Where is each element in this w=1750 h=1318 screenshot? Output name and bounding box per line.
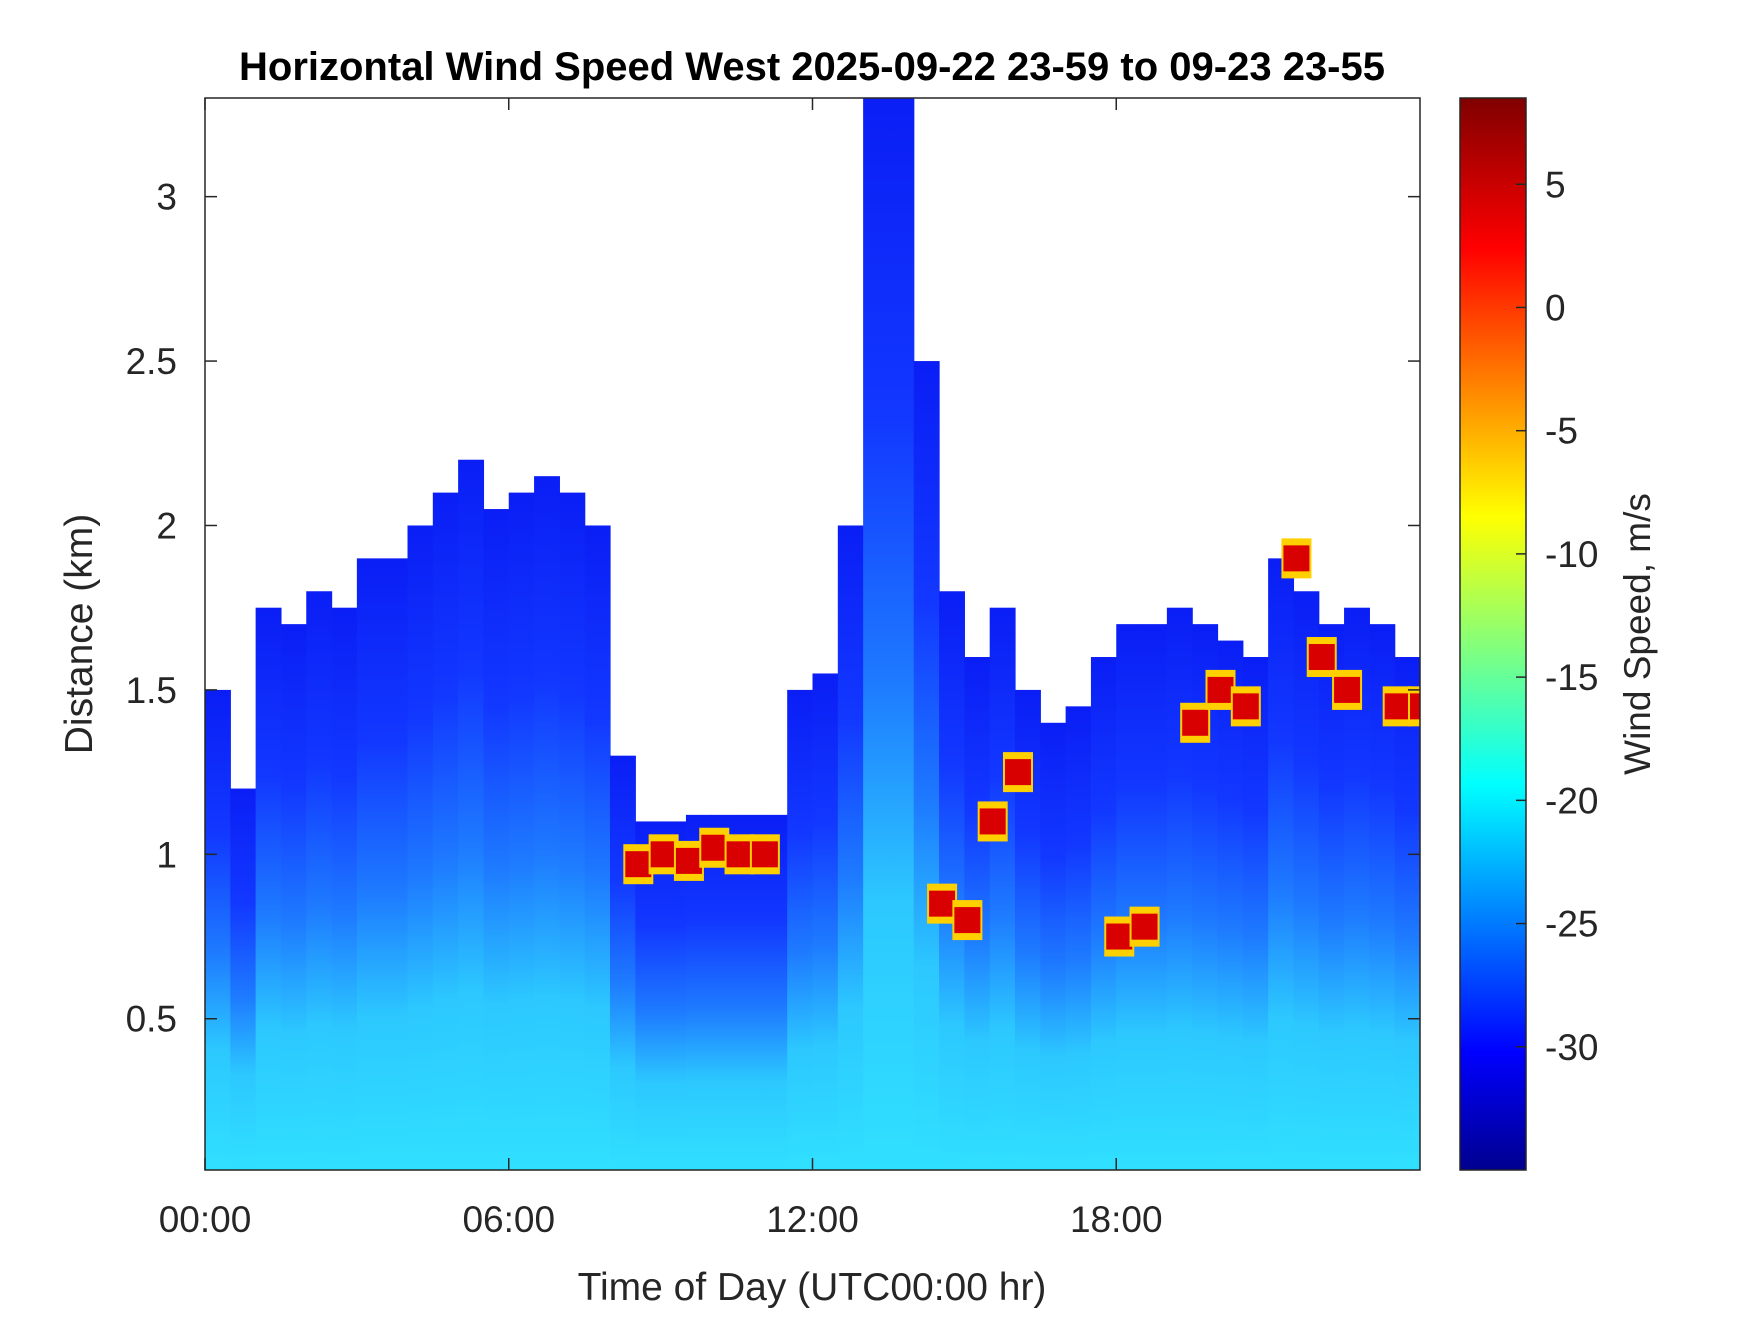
y-tick-label: 3 xyxy=(156,177,177,218)
heatmap-column xyxy=(888,98,915,1170)
jet-core xyxy=(1207,676,1234,703)
x-axis-label: Time of Day (UTC00:00 hr) xyxy=(578,1266,1047,1309)
plot-area: 00:00 06:00 12:00 18:00 0.5 1 1.5 2 2.5 3 xyxy=(126,97,1421,1240)
colorbar-tick-label: -5 xyxy=(1545,411,1578,452)
jet-core xyxy=(1410,693,1420,720)
heatmap-column xyxy=(610,755,636,1170)
x-tick-label: 00:00 xyxy=(159,1199,252,1240)
jet-core xyxy=(650,841,677,868)
jet-core xyxy=(1334,676,1361,703)
jet-core xyxy=(954,907,981,934)
heatmap-column xyxy=(1090,657,1117,1170)
heatmap-column xyxy=(1217,640,1244,1170)
colorbar-tick-label: -25 xyxy=(1545,904,1598,945)
jet-core xyxy=(1182,709,1209,736)
heatmap-column xyxy=(458,459,485,1170)
heatmap-column xyxy=(534,476,560,1170)
y-tick-label: 1 xyxy=(156,834,177,875)
y-tick-label: 1.5 xyxy=(126,670,177,711)
heatmap-column xyxy=(432,492,459,1170)
colorbar-tick-label: -10 xyxy=(1545,534,1598,575)
heatmap-column xyxy=(255,607,282,1170)
colorbar-tick-label: -15 xyxy=(1545,657,1598,698)
heatmap-column xyxy=(1116,624,1143,1170)
heatmap-column xyxy=(306,591,333,1170)
y-tick-label: 0.5 xyxy=(126,999,177,1040)
jet-core xyxy=(979,808,1006,835)
heatmap-column xyxy=(1293,591,1320,1170)
low-level-jet-overlay xyxy=(623,538,1420,957)
colorbar-label: Wind Speed, m/s xyxy=(1617,493,1658,775)
colorbar-tick-label: -30 xyxy=(1545,1027,1598,1068)
x-tick-label: 12:00 xyxy=(766,1199,859,1240)
heatmap-column xyxy=(382,558,409,1170)
y-axis-label: Distance (km) xyxy=(58,514,101,755)
heatmap-column xyxy=(787,689,814,1170)
chart-title: Horizontal Wind Speed West 2025-09-22 23… xyxy=(239,45,1385,89)
jet-core xyxy=(625,851,652,878)
colorbar-tick-label: -20 xyxy=(1545,780,1598,821)
jet-core xyxy=(1106,923,1133,950)
jet-core xyxy=(1283,545,1310,572)
x-axis-ticks: 00:00 06:00 12:00 18:00 xyxy=(159,98,1163,1240)
heatmap-column xyxy=(584,525,611,1170)
heatmap-column xyxy=(1065,706,1092,1170)
jet-core xyxy=(1005,759,1031,786)
heatmap-column xyxy=(913,361,940,1170)
colorbar-tick-label: 5 xyxy=(1545,164,1566,205)
heatmap-column xyxy=(812,673,839,1170)
heatmap-column xyxy=(205,689,231,1170)
colorbar: 5 0 -5 -10 -15 -20 -25 -30 Wind Speed, m/s xyxy=(1459,97,1658,1171)
heatmap-column xyxy=(1268,558,1295,1170)
heatmap-column xyxy=(1394,657,1420,1170)
x-tick-label: 06:00 xyxy=(462,1199,555,1240)
jet-core xyxy=(1384,693,1411,720)
jet-core xyxy=(751,841,778,868)
heatmap-column xyxy=(939,591,965,1170)
heatmap-column xyxy=(508,492,535,1170)
y-axis-ticks: 0.5 1 1.5 2 2.5 3 xyxy=(126,177,1420,1040)
heatmap-column xyxy=(483,509,510,1170)
colorbar-scale xyxy=(1459,97,1527,1171)
jet-core xyxy=(1232,693,1259,720)
jet-core xyxy=(726,841,753,868)
jet-core xyxy=(701,834,728,861)
heatmap-column xyxy=(1141,624,1168,1170)
jet-core xyxy=(1131,913,1158,940)
heatmap-column xyxy=(837,525,864,1170)
colorbar-tick-label: 0 xyxy=(1545,287,1566,328)
heatmap-column xyxy=(863,98,890,1170)
heatmap-column xyxy=(280,624,307,1170)
wind-speed-heatmap xyxy=(205,98,1420,1170)
heatmap-column xyxy=(356,558,383,1170)
x-tick-label: 18:00 xyxy=(1070,1199,1163,1240)
heatmap-column xyxy=(1166,607,1193,1170)
jet-core xyxy=(1308,644,1335,671)
heatmap-column xyxy=(1318,624,1345,1170)
heatmap-column xyxy=(1040,722,1067,1170)
y-tick-label: 2.5 xyxy=(126,341,177,382)
y-tick-label: 2 xyxy=(156,505,177,546)
jet-core xyxy=(929,890,956,917)
heatmap-column xyxy=(559,492,586,1170)
heatmap-column xyxy=(230,788,257,1170)
jet-core xyxy=(675,847,702,874)
colorbar-ticks: 5 0 -5 -10 -15 -20 -25 -30 xyxy=(1516,164,1598,1068)
heatmap-column xyxy=(989,607,1016,1170)
heatmap-column xyxy=(331,607,358,1170)
heatmap-column xyxy=(407,525,434,1170)
heatmap-column xyxy=(1242,657,1269,1170)
